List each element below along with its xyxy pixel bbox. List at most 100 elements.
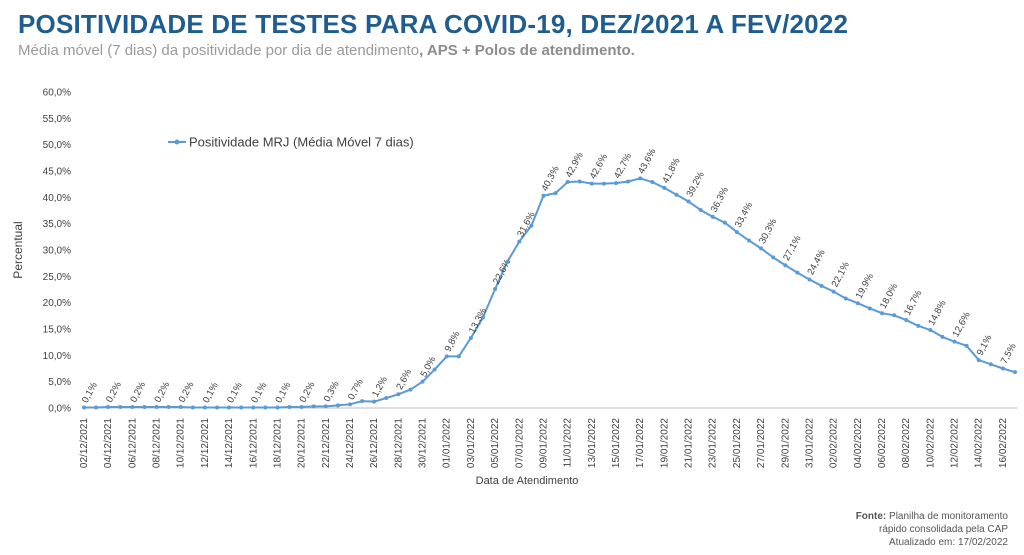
data-point [287,404,292,409]
data-point [311,404,316,409]
data-point [855,301,860,306]
data-label: 9,8% [443,329,463,354]
y-tick-label: 0,0% [48,404,71,415]
y-tick-label: 30,0% [43,246,71,257]
source-line-1: Fonte: Planilha de monitoramento [856,510,1008,523]
data-point [614,181,618,186]
y-tick-label: 15,0% [43,325,71,336]
data-label: 16,7% [902,288,925,317]
data-label: 39,2% [684,170,707,199]
x-tick-label: 31/01/2022 [804,418,815,468]
data-point [988,362,993,367]
legend-label: Positividade MRJ (Média Móvel 7 dias) [189,135,414,150]
data-label: 22,1% [830,260,853,289]
x-tick-label: 12/12/2021 [200,418,211,468]
x-tick-label: 23/01/2022 [708,418,719,468]
data-point [698,207,703,212]
x-tick-label: 12/02/2022 [950,418,961,468]
data-label: 42,6% [588,152,611,181]
data-point [686,199,691,204]
x-tick-label: 16/02/2022 [998,418,1009,468]
source-line-2: rápido consolidada pela CAP [879,524,1008,535]
x-tick-label: 17/01/2022 [635,418,646,468]
source-note: Fonte: Planilha de monitoramento rápido … [856,510,1008,549]
data-label: 18,0% [878,281,901,310]
data-point [118,404,123,409]
data-point [940,334,945,339]
y-tick-label: 50,0% [43,140,71,151]
data-label: 24,4% [805,247,828,276]
data-point [747,238,751,243]
data-point [674,192,679,197]
data-label: 0,1% [225,380,245,405]
x-tick-label: 13/01/2022 [587,418,598,468]
y-tick-label: 20,0% [43,298,71,309]
data-point [348,402,352,407]
x-tick-label: 27/01/2022 [756,418,767,468]
y-tick-label: 35,0% [43,219,71,230]
data-point [577,179,582,184]
data-point [843,296,848,301]
subtitle-bold: APS + Polos de atendimento. [426,42,635,59]
data-point [662,185,667,190]
data-point [275,405,280,410]
data-point [178,404,183,409]
data-point [892,313,897,318]
data-point [82,405,86,410]
data-point [202,405,207,410]
data-point [626,179,631,184]
y-tick-label: 55,0% [43,114,71,125]
x-tick-label: 09/01/2022 [538,418,549,468]
data-point [94,405,99,410]
data-point [323,404,328,409]
x-tick-label: 04/02/2022 [853,418,864,468]
legend-marker [174,139,180,145]
data-label: 5,0% [418,354,438,379]
page-title: POSITIVIDADE DE TESTES PARA COVID-19, DE… [18,9,849,39]
data-point [481,315,485,320]
data-label: 0,2% [152,380,172,405]
x-tick-label: 26/12/2021 [369,418,380,468]
data-point [795,270,800,275]
data-point [372,399,377,404]
data-point [1000,366,1005,371]
data-point [916,323,921,328]
x-tick-label: 04/12/2021 [103,418,114,468]
data-point [831,289,836,294]
x-tick-label: 10/02/2022 [925,418,936,468]
data-point [759,246,764,251]
y-tick-label: 40,0% [43,193,71,204]
data-point [734,230,739,235]
data-label: 36,3% [709,185,732,214]
data-point [650,180,655,185]
x-tick-label: 30/12/2021 [418,418,429,468]
data-point [468,335,473,340]
positivity-line-chart: 0,0% 5,0% 10,0% 15,0% 20,0% 25,0% 30,0% 35,0% 40… [11,88,1019,488]
y-tick-label: 5,0% [48,377,71,388]
data-point [880,311,884,316]
data-point [553,191,558,196]
x-tick-label: 22/12/2021 [321,418,332,468]
data-point [142,404,147,409]
series-line [84,177,1016,409]
x-tick-label: 07/01/2022 [514,418,525,468]
data-point [263,405,268,410]
y-tick-label: 60,0% [43,88,71,99]
data-label: 0,1% [249,380,269,405]
data-point [239,405,244,410]
x-tick-label: 02/02/2022 [829,418,840,468]
data-point [335,403,340,408]
source-text: Planilha de monitoramento [889,511,1008,522]
y-tick-label: 25,0% [43,272,71,283]
data-point [444,354,449,359]
data-label: 9,1% [975,333,995,358]
subtitle-plain: Média móvel (7 dias) da positividade por… [18,42,420,59]
data-label: 0,1% [80,380,100,405]
data-point [384,395,389,400]
x-tick-label: 08/12/2021 [152,418,163,468]
data-point [601,181,606,186]
data-label: 0,2% [104,380,124,405]
x-tick-label: 02/12/2021 [79,418,90,468]
data-label: 30,3% [757,216,780,245]
data-point [154,404,159,409]
